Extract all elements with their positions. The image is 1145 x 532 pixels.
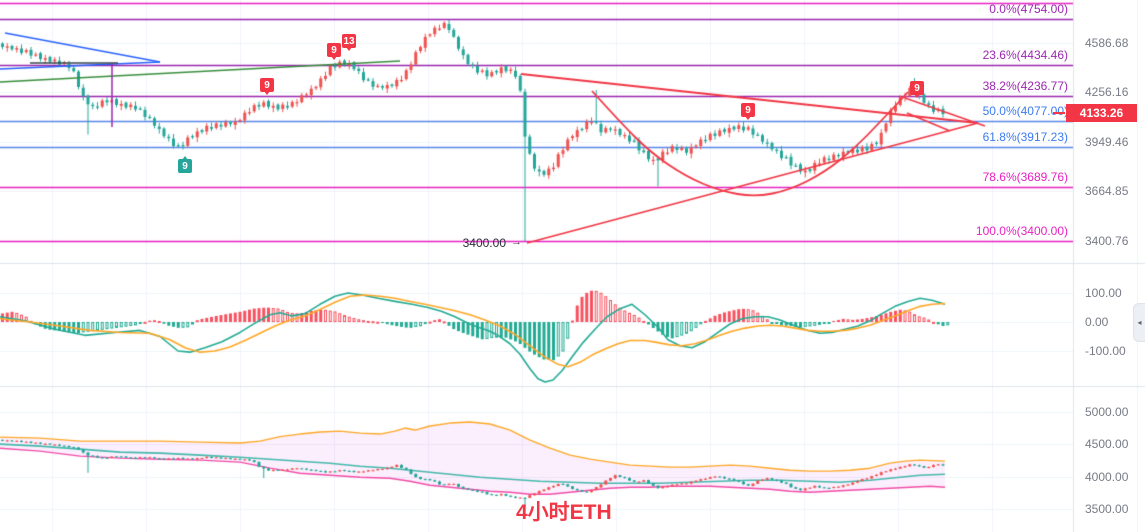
last-price-tick — [1053, 112, 1065, 114]
fib-level-label-50[interactable]: 50.0%(4077.00) — [982, 103, 1068, 118]
td-sequential-badge-9: 9 — [910, 81, 924, 98]
fib-level-label-61.8[interactable]: 61.8%(3917.23) — [982, 130, 1068, 145]
td-sequential-badge-9: 9 — [178, 156, 192, 173]
bb-axis-label: 5000.00 — [1085, 405, 1129, 419]
price-axis-label: 3400.76 — [1085, 233, 1129, 248]
fib-level-label-100[interactable]: 100.0%(3400.00) — [975, 224, 1068, 239]
fib-level-label-38.2[interactable]: 38.2%(4236.77) — [982, 78, 1068, 93]
bb-axis-label: 3500.00 — [1085, 502, 1129, 517]
bb-axis-label: 4500.00 — [1085, 437, 1129, 452]
td-sequential-badge-9: 9 — [327, 43, 341, 60]
fib-level-label-23.6[interactable]: 23.6%(4434.46) — [982, 48, 1068, 63]
price-axis-label: 3664.85 — [1085, 184, 1129, 199]
chart-watermark-title: 4小时ETH — [516, 501, 612, 524]
badge-pointer-icon — [331, 56, 337, 60]
macd-axis-label: 0.00 — [1085, 315, 1109, 329]
td-sequential-badge-9: 9 — [741, 103, 755, 120]
price-axis-label: 4256.16 — [1085, 85, 1129, 100]
td-sequential-badge-13: 13 — [342, 34, 356, 51]
arrow-right-icon: → — [511, 236, 522, 248]
td-sequential-badge-9: 9 — [260, 78, 274, 95]
axis-collapse-handle[interactable]: ◂ — [1133, 303, 1145, 342]
price-level-annotation-text: 3400.00 — [462, 236, 506, 250]
badge-pointer-icon — [182, 156, 188, 160]
price-level-annotation: 3400.00 → — [400, 236, 522, 250]
bb-axis-label: 4000.00 — [1085, 469, 1129, 484]
price-axis-label: 4586.68 — [1085, 36, 1129, 50]
badge-pointer-icon — [914, 94, 920, 98]
fib-level-label-78.6[interactable]: 78.6%(3689.76) — [982, 170, 1068, 184]
badge-pointer-icon — [745, 116, 751, 120]
chevron-left-icon: ◂ — [1137, 318, 1142, 327]
last-price-tag: 4133.26 — [1066, 104, 1137, 122]
price-axis-label: 3949.46 — [1085, 134, 1129, 149]
badge-pointer-icon — [346, 47, 352, 51]
fib-level-label-0[interactable]: 0.0%(4754.00) — [989, 2, 1068, 17]
macd-axis-label: -100.00 — [1085, 344, 1126, 358]
badge-pointer-icon — [264, 91, 270, 95]
macd-axis-label: 100.00 — [1085, 286, 1122, 300]
